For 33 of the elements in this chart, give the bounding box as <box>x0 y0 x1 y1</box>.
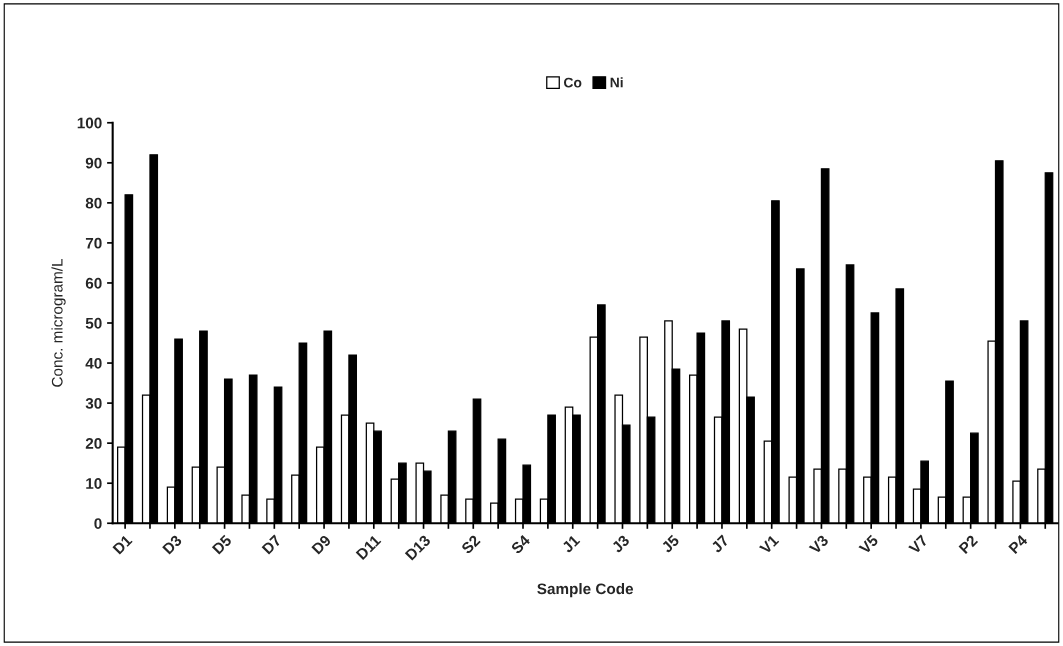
x-tick-label: J5 <box>660 534 680 554</box>
x-tick-label: D9 <box>311 534 332 555</box>
y-tick-label: 90 <box>85 157 102 169</box>
y-axis-title: Conc. microgram/L <box>51 258 66 387</box>
x-tick-label: P4 <box>1008 534 1029 554</box>
x-tick-label: J3 <box>610 534 631 554</box>
y-tick-label: 30 <box>85 397 102 409</box>
y-tick-label: 70 <box>85 237 102 249</box>
y-tick-label: 60 <box>85 277 102 289</box>
x-tick-label: V7 <box>908 534 929 555</box>
x-tick-label: V1 <box>758 534 780 555</box>
x-tick-label: P2 <box>958 534 979 554</box>
x-axis-title: Sample Code <box>537 583 634 598</box>
x-tick-label: S4 <box>510 534 531 555</box>
legend-label: Ni <box>610 77 623 88</box>
x-tick-label: J1 <box>561 534 581 554</box>
y-tick-label: 50 <box>85 317 102 329</box>
y-tick-label: 40 <box>85 357 102 369</box>
x-tick-label: D1 <box>112 534 133 555</box>
y-tick-label: 100 <box>77 117 102 129</box>
x-tick-label: J7 <box>710 534 730 554</box>
y-tick-label: 0 <box>94 518 102 529</box>
x-tick-label: D5 <box>211 534 233 555</box>
x-tick-label: S2 <box>460 534 481 555</box>
y-tick-label: 20 <box>85 438 102 449</box>
legend-label: Co <box>564 77 582 88</box>
x-tick-label: D7 <box>261 534 282 555</box>
x-tick-label: D11 <box>355 534 382 561</box>
x-tick-label: V5 <box>858 534 879 555</box>
x-tick-label: D3 <box>162 534 183 555</box>
y-tick-label: 80 <box>85 197 102 209</box>
y-tick-label: 10 <box>86 478 102 489</box>
x-tick-label: V3 <box>808 534 829 555</box>
